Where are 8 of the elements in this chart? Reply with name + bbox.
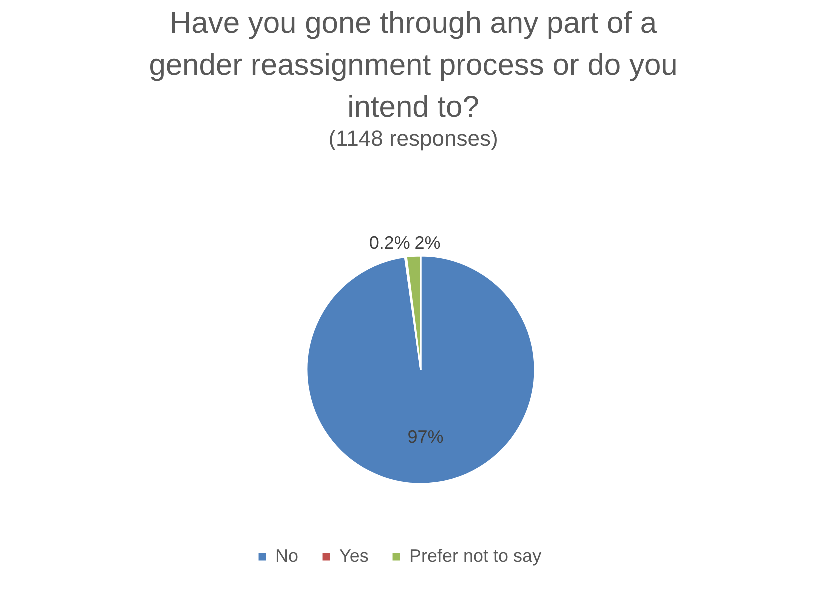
chart-title: Have you gone through any part of a gender reassignment process or do you intend to? bbox=[149, 7, 678, 124]
data-label: 97% bbox=[408, 427, 444, 448]
legend-label: Prefer not to say bbox=[410, 546, 542, 566]
data-label: 2% bbox=[414, 233, 441, 253]
legend-label: Yes bbox=[340, 546, 369, 566]
legend-label: No bbox=[276, 546, 299, 566]
chart-subtitle: (1148 responses) bbox=[328, 126, 498, 151]
data-label: 0.2% bbox=[369, 233, 410, 253]
